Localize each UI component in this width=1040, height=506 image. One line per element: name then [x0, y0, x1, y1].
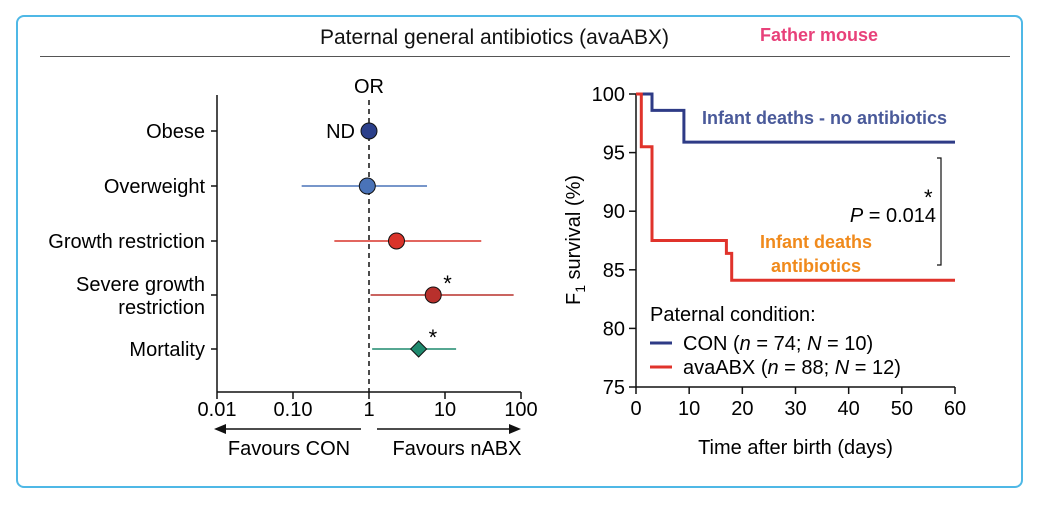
forest-x-tick-label: 1 — [363, 399, 374, 421]
father-mouse-tag: Father mouse — [760, 25, 879, 45]
survival-x-tick-label: 60 — [944, 398, 966, 420]
survival-y-tick-label: 90 — [603, 201, 625, 223]
row-label-mortality: Mortality — [129, 339, 205, 361]
survival-x-tick-label: 30 — [784, 398, 806, 420]
annotation-obese: ND — [326, 121, 355, 143]
abx-deaths-annotation-1: Infant deaths — [760, 232, 872, 252]
y-label-f: F — [563, 293, 585, 305]
significance-bracket — [937, 157, 942, 266]
figure-frame — [16, 15, 1023, 488]
row-label-severe-growth-restriction: restriction — [118, 297, 205, 319]
point-severe-growth-restriction — [424, 286, 442, 304]
row-label-obese: Obese — [146, 121, 205, 143]
significance-star: * — [924, 185, 933, 210]
survival-y-tick-label: 85 — [603, 260, 625, 282]
figure-title: Paternal general antibiotics (avaABX) — [320, 26, 670, 49]
y-label-rest: survival (%) — [563, 175, 585, 285]
favours-nabx-arrowhead — [509, 424, 521, 434]
favours-con-label: Favours CON — [228, 438, 350, 460]
survival-y-tick-label: 80 — [603, 318, 625, 340]
survival-x-tick-label: 20 — [731, 398, 753, 420]
survival-x-label: Time after birth (days) — [698, 437, 893, 459]
abx-deaths-annotation-2: antibiotics — [771, 256, 861, 276]
survival-x-tick-label: 10 — [678, 398, 700, 420]
legend-con-entry: CON (n = 74; N = 10) — [683, 333, 873, 355]
series-avaabx — [636, 92, 955, 282]
p-symbol: P — [850, 205, 864, 227]
p-value-label: P = 0.014 — [850, 205, 936, 227]
point-mortality — [409, 340, 428, 358]
survival-y-tick-label: 75 — [603, 377, 625, 399]
row-label-overweight: Overweight — [104, 176, 206, 198]
y-label-sub: 1 — [572, 285, 588, 293]
row-label-severe-growth-restriction: Severe growth — [76, 274, 205, 296]
series-con — [636, 92, 955, 144]
legend-title: Paternal condition: — [650, 304, 816, 326]
survival-y-label: F1 survival (%) — [563, 175, 588, 305]
forest-x-tick-label: 0.10 — [274, 399, 313, 421]
row-label-growth-restriction: Growth restriction — [48, 231, 205, 253]
star-severe-growth-restriction: * — [443, 271, 452, 296]
survival-plot: 0 10 20 30 40 50 60 75 80 85 90 95 100 F1 survival (… — [563, 84, 966, 459]
forest-x-label: OR — [354, 76, 384, 98]
survival-x-tick-label: 40 — [838, 398, 860, 420]
star-mortality: * — [429, 325, 438, 350]
title-divider — [40, 56, 1010, 57]
forest-x-tick-label: 100 — [504, 399, 537, 421]
p-value: = 0.014 — [863, 205, 936, 227]
survival-y-tick-label: 95 — [603, 143, 625, 165]
survival-x-tick-label: 0 — [630, 398, 641, 420]
point-overweight — [358, 177, 376, 195]
survival-y-tick-label: 100 — [592, 84, 625, 106]
survival-x-tick-label: 50 — [891, 398, 913, 420]
legend-abx-entry: avaABX (n = 88; N = 12) — [683, 357, 901, 379]
favours-nabx-label: Favours nABX — [393, 438, 522, 460]
favours-con-arrowhead — [214, 424, 226, 434]
forest-plot: OR 0.01 0.10 1 10 100 Obese ND Overweight Growt… — [48, 76, 537, 460]
point-growth-restriction — [387, 232, 405, 250]
forest-x-tick-label: 10 — [434, 399, 456, 421]
point-obese — [360, 122, 378, 140]
forest-x-tick-label: 0.01 — [198, 399, 237, 421]
con-deaths-annotation: Infant deaths - no antibiotics — [702, 108, 947, 128]
